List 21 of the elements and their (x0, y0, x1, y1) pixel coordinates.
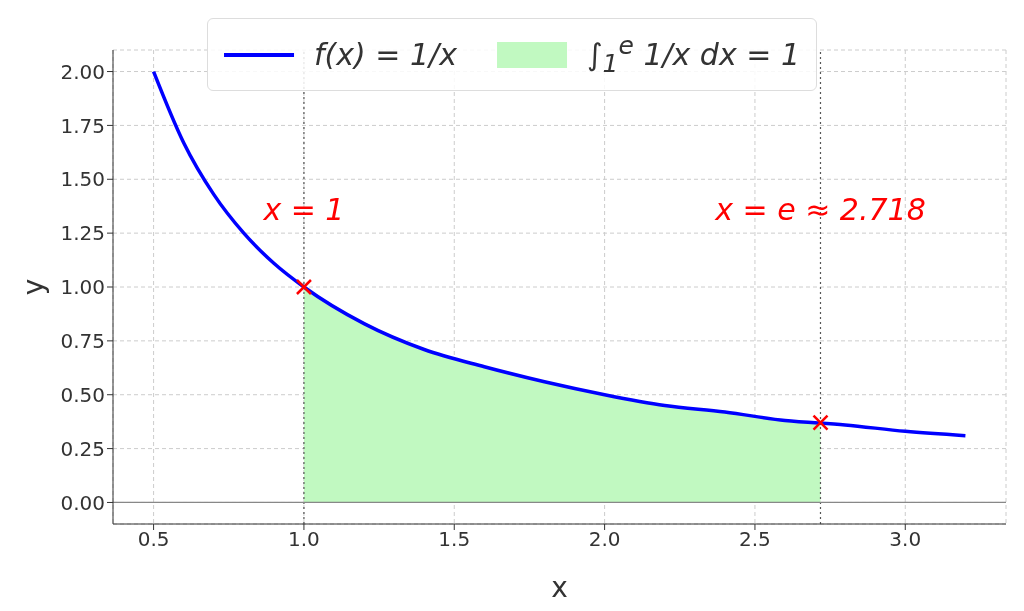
y-tick-label: 1.75 (60, 113, 105, 138)
y-tick-label: 0.75 (60, 328, 105, 353)
y-tick-label: 2.00 (60, 59, 105, 84)
annotation: x = e ≈ 2.718 (714, 192, 926, 228)
x-axis-title: x (551, 571, 568, 604)
y-tick-label: 0.50 (60, 382, 105, 407)
legend-label: ∫$_{1}$$^{e}$ 1/x dx = 1 (586, 31, 800, 78)
x-tick-label: 2.5 (739, 527, 771, 552)
x-tick-label: 1.5 (438, 527, 471, 552)
legend-label: f(x) = 1/x (314, 37, 457, 72)
y-tick-label: 1.00 (60, 275, 105, 300)
x-tick-label: 3.0 (889, 527, 922, 552)
x-tick-label: 1.0 (288, 527, 320, 552)
y-axis-title: y (16, 278, 50, 296)
y-tick-label: 1.50 (60, 167, 105, 192)
x-tick-label: 2.0 (588, 527, 621, 552)
y-tick-label: 0.00 (60, 490, 105, 515)
y-tick-label: 0.25 (60, 436, 105, 461)
x-tick-label: 0.5 (137, 527, 170, 552)
annotation: x = 1 (262, 192, 345, 228)
y-tick-label: 1.25 (60, 221, 105, 246)
